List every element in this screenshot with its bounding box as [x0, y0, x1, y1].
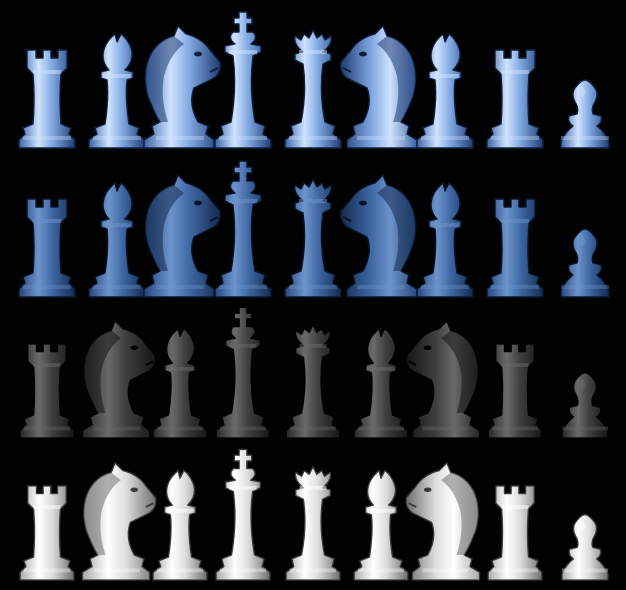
row-dark-grey — [19, 306, 609, 439]
rook-piece-dark-grey — [19, 343, 75, 439]
rook-piece-light-blue — [18, 49, 76, 149]
rook-piece-dark-grey — [487, 343, 543, 439]
bishop-piece-light-blue — [88, 33, 146, 149]
pawn-piece-dark-blue — [560, 228, 610, 298]
bishop-piece-dark-grey — [152, 327, 208, 439]
bishop-piece-white — [152, 469, 208, 581]
king-piece-dark-grey — [215, 306, 271, 439]
bishop-piece-dark-blue — [416, 182, 474, 298]
knight-piece-light-blue — [339, 25, 418, 149]
knight-piece-dark-grey — [81, 320, 157, 439]
bishop-piece-dark-grey — [353, 327, 409, 439]
knight-piece-light-blue — [143, 25, 222, 149]
queen-piece-white — [285, 466, 341, 581]
knight-piece-dark-grey — [405, 320, 481, 439]
rook-piece-white — [487, 485, 543, 581]
pawn-piece-dark-grey — [561, 372, 609, 439]
rook-piece-white — [19, 485, 75, 581]
rook-piece-dark-blue — [486, 198, 544, 298]
queen-piece-light-blue — [284, 29, 342, 149]
bishop-piece-white — [353, 469, 409, 581]
row-white — [19, 448, 609, 581]
pieces-layer — [18, 11, 610, 581]
bishop-piece-light-blue — [416, 33, 474, 149]
queen-piece-dark-blue — [284, 178, 342, 298]
row-light-blue — [18, 11, 610, 149]
bishop-piece-dark-blue — [88, 182, 146, 298]
row-dark-blue — [18, 160, 610, 298]
knight-piece-white — [81, 462, 157, 581]
king-piece-dark-blue — [214, 160, 272, 298]
queen-piece-dark-grey — [285, 324, 341, 439]
rook-piece-dark-blue — [18, 198, 76, 298]
knight-piece-dark-blue — [143, 174, 222, 298]
rook-piece-light-blue — [486, 49, 544, 149]
pawn-piece-light-blue — [560, 79, 610, 149]
king-piece-light-blue — [214, 11, 272, 149]
knight-piece-dark-blue — [339, 174, 418, 298]
king-piece-white — [215, 448, 271, 581]
pawn-piece-white — [561, 514, 609, 581]
knight-piece-white — [405, 462, 481, 581]
